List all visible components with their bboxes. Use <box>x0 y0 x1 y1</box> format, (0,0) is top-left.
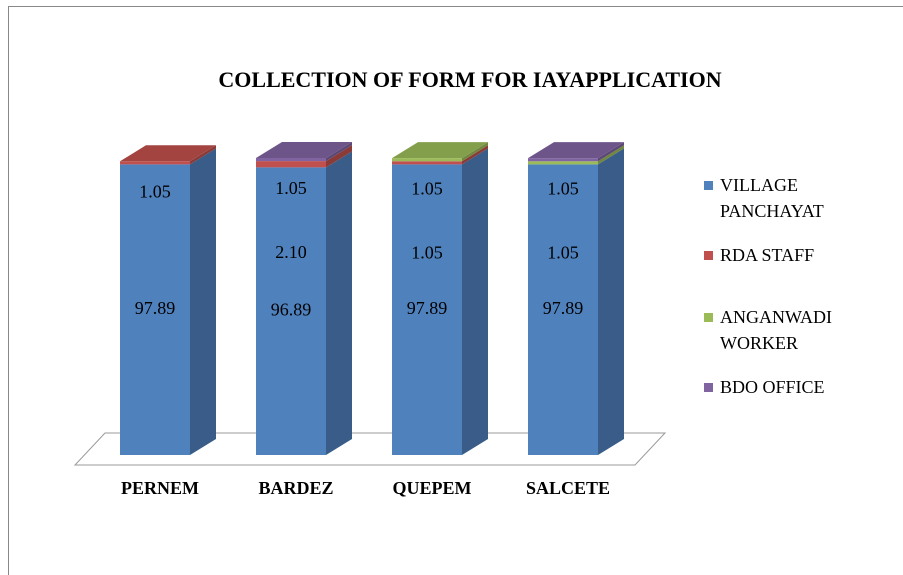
legend-item: BDO OFFICE <box>704 374 864 400</box>
bar-top <box>120 145 216 162</box>
bar-side <box>326 151 352 456</box>
bar-front <box>392 158 462 162</box>
data-label: 1.05 <box>547 242 579 262</box>
chart-title: COLLECTION OF FORM FOR IAYAPPLICATION <box>218 67 721 92</box>
legend: VILLAGE PANCHAYAT RDA STAFF ANGANWADI WORK… <box>704 172 864 400</box>
bar-side <box>326 145 352 168</box>
data-label: 1.05 <box>411 178 443 198</box>
bar-front <box>528 164 598 456</box>
legend-label: BDO OFFICE <box>720 377 825 397</box>
legend-swatch <box>704 383 713 392</box>
data-label: 97.89 <box>407 298 448 318</box>
floor <box>73 432 667 466</box>
bar-front <box>256 161 326 168</box>
bar-front <box>392 164 462 456</box>
bar-side <box>598 148 624 456</box>
bar-side <box>598 145 624 165</box>
legend-swatch <box>704 181 713 190</box>
x-tick-label: QUEPEM <box>393 478 472 498</box>
bar-side <box>462 148 488 456</box>
x-tick-label: SALCETE <box>526 478 610 498</box>
bar-front <box>256 158 326 162</box>
data-label: 1.05 <box>547 178 579 198</box>
data-label: 1.05 <box>411 242 443 262</box>
bar-front <box>120 164 190 456</box>
bar-front <box>120 161 190 165</box>
data-label: 1.05 <box>275 178 307 198</box>
chart-border <box>8 6 903 575</box>
x-tick-label: PERNEM <box>121 478 199 498</box>
bar-side <box>190 145 216 165</box>
data-label: 97.89 <box>135 298 176 318</box>
x-tick-label: BARDEZ <box>258 478 333 498</box>
bar-top <box>392 142 488 159</box>
bar-side <box>462 145 488 165</box>
bar-side <box>326 142 352 162</box>
legend-item: RDA STAFF <box>704 242 864 268</box>
bar-front <box>528 158 598 162</box>
bar-top <box>256 142 352 158</box>
legend-label: ANGANWADI WORKER <box>720 307 832 353</box>
bar-front <box>528 161 598 165</box>
data-label: 97.89 <box>543 298 584 318</box>
bar-front <box>392 161 462 165</box>
legend-item: VILLAGE PANCHAYAT <box>704 172 864 224</box>
bar-side <box>462 142 488 162</box>
data-label: 96.89 <box>271 299 312 319</box>
legend-label: VILLAGE PANCHAYAT <box>720 175 824 221</box>
bar-front <box>256 167 326 456</box>
data-label: 1.05 <box>139 181 171 201</box>
legend-label: RDA STAFF <box>720 245 815 265</box>
bar-side <box>598 142 624 162</box>
legend-swatch <box>704 313 713 322</box>
bar-top <box>528 142 624 159</box>
bar-side <box>190 148 216 456</box>
data-label: 2.10 <box>275 242 307 262</box>
legend-item: ANGANWADI WORKER <box>704 304 864 356</box>
legend-swatch <box>704 251 713 260</box>
